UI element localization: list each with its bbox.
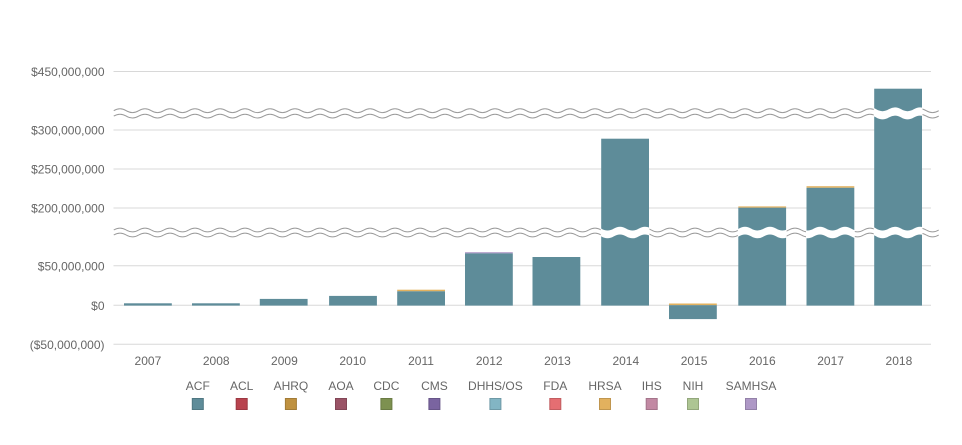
svg-text:($50,000,000): ($50,000,000) bbox=[30, 338, 105, 352]
svg-text:DHHS/OS: DHHS/OS bbox=[468, 379, 523, 393]
svg-text:NIH: NIH bbox=[683, 379, 704, 393]
svg-text:$0: $0 bbox=[91, 299, 105, 313]
svg-text:2010: 2010 bbox=[339, 354, 366, 368]
svg-text:$300,000,000: $300,000,000 bbox=[31, 124, 105, 138]
svg-text:ACL: ACL bbox=[230, 379, 254, 393]
svg-text:2014: 2014 bbox=[612, 354, 639, 368]
svg-text:AHRQ: AHRQ bbox=[274, 379, 309, 393]
svg-text:2016: 2016 bbox=[749, 354, 776, 368]
svg-text:2012: 2012 bbox=[476, 354, 503, 368]
svg-text:2008: 2008 bbox=[203, 354, 230, 368]
svg-text:IHS: IHS bbox=[642, 379, 662, 393]
svg-text:AOA: AOA bbox=[328, 379, 353, 393]
svg-text:FDA: FDA bbox=[543, 379, 567, 393]
svg-text:2013: 2013 bbox=[544, 354, 571, 368]
svg-text:CMS: CMS bbox=[421, 379, 448, 393]
svg-text:CDC: CDC bbox=[373, 379, 399, 393]
svg-text:2009: 2009 bbox=[271, 354, 298, 368]
svg-text:$50,000,000: $50,000,000 bbox=[38, 259, 105, 273]
svg-text:2011: 2011 bbox=[408, 354, 434, 368]
svg-text:2018: 2018 bbox=[886, 354, 913, 368]
svg-text:HRSA: HRSA bbox=[588, 379, 621, 393]
svg-text:$250,000,000: $250,000,000 bbox=[31, 163, 105, 177]
svg-text:SAMHSA: SAMHSA bbox=[726, 379, 777, 393]
svg-text:$200,000,000: $200,000,000 bbox=[31, 202, 105, 216]
svg-text:$450,000,000: $450,000,000 bbox=[31, 65, 105, 79]
svg-text:2015: 2015 bbox=[681, 354, 708, 368]
svg-text:ACF: ACF bbox=[186, 379, 210, 393]
svg-text:2017: 2017 bbox=[817, 354, 844, 368]
svg-text:2007: 2007 bbox=[135, 354, 162, 368]
